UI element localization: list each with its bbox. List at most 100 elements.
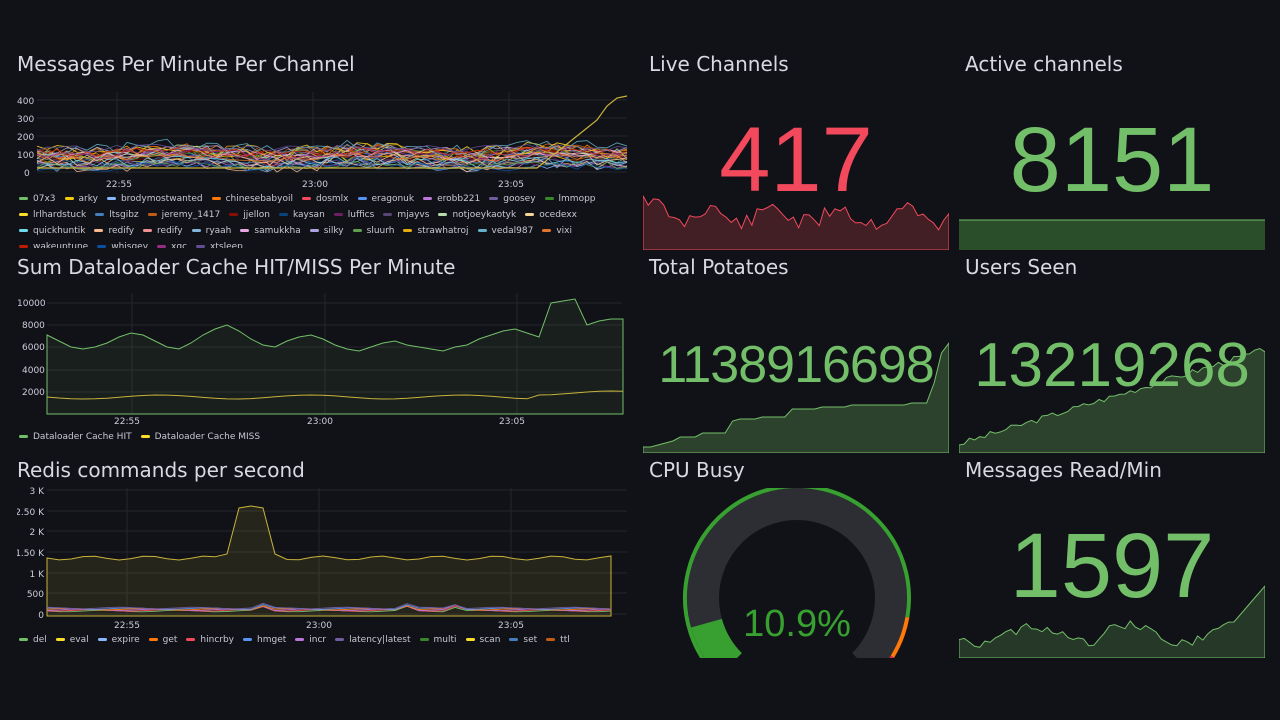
legend-item[interactable]: samukkha xyxy=(240,223,301,239)
legend-swatch xyxy=(477,229,487,232)
legend-swatch xyxy=(140,435,150,438)
legend-label: hmget xyxy=(257,635,287,645)
legend-label: vedal987 xyxy=(491,226,534,236)
cache-hit-series xyxy=(46,298,624,415)
redis-legend[interactable]: del eval expire get hincrby hmget incr latency|… xyxy=(19,632,629,648)
active-channels-sparkline xyxy=(959,219,1265,250)
legend-item[interactable]: ltsgibz xyxy=(95,207,139,223)
legend-item[interactable]: multi xyxy=(419,632,457,648)
legend-label: wakeuptune xyxy=(33,242,89,248)
legend-item[interactable]: xqc xyxy=(157,239,187,248)
legend-label: eragonuk xyxy=(371,194,415,204)
x-tick: 23:05 xyxy=(498,621,524,631)
series-line xyxy=(46,505,612,617)
legend-item[interactable]: vixi xyxy=(542,223,572,239)
legend-swatch xyxy=(423,197,433,200)
legend-swatch xyxy=(186,638,196,641)
legend-item[interactable]: xtsleep xyxy=(196,239,243,248)
legend-swatch xyxy=(19,435,28,438)
y-tick: 200 xyxy=(17,133,34,143)
cpu-busy-panel: CPU Busy 10.9% xyxy=(643,458,949,658)
panel-title: Active channels xyxy=(965,52,1123,76)
legend-item[interactable]: eragonuk xyxy=(357,191,415,207)
legend-item[interactable]: dosmlx xyxy=(301,191,349,207)
y-tick: 6000 xyxy=(22,343,45,353)
legend-label: multi xyxy=(433,635,457,645)
legend-item[interactable]: scan xyxy=(465,632,501,648)
legend-label: kaysan xyxy=(292,210,325,220)
cache-miss-series xyxy=(46,390,624,400)
legend-swatch xyxy=(97,638,107,641)
dataloader-legend[interactable]: Dataloader Cache HIT Dataloader Cache MIS… xyxy=(19,429,629,445)
legend-item[interactable]: set xyxy=(509,632,537,648)
legend-label: get xyxy=(162,635,178,645)
legend-item[interactable]: eval xyxy=(55,632,89,648)
stat-value: 1597 xyxy=(1009,515,1215,617)
legend-item[interactable]: luffics xyxy=(333,207,374,223)
series-line xyxy=(36,138,628,158)
legend-item[interactable]: redify xyxy=(94,223,134,239)
legend-swatch xyxy=(333,213,343,216)
legend-swatch xyxy=(19,213,28,216)
legend-item[interactable]: lmmopp xyxy=(544,191,596,207)
legend-item[interactable]: quickhuntik xyxy=(19,223,85,239)
legend-label: quickhuntik xyxy=(33,226,86,236)
legend-item[interactable]: 07x3 xyxy=(19,191,56,207)
messages-legend[interactable]: 07x3 arky brodymostwanted chinesebabyoil dos… xyxy=(19,191,629,248)
legend-item[interactable]: lrlhardstuck xyxy=(19,207,86,223)
series-line xyxy=(36,147,628,160)
messages-chart[interactable]: 400 300 200 100 0 22:55 23:00 23:05 xyxy=(17,88,631,218)
legend-item[interactable]: sluurh xyxy=(352,223,394,239)
legend-swatch xyxy=(525,213,535,216)
legend-item[interactable]: notjoeykaotyk xyxy=(438,207,516,223)
legend-swatch xyxy=(143,229,153,232)
legend-item[interactable]: brodymostwanted xyxy=(106,191,203,207)
panel-title: CPU Busy xyxy=(649,458,745,482)
legend-label: del xyxy=(33,635,47,645)
legend-swatch xyxy=(147,213,157,216)
legend-item[interactable]: hmget xyxy=(243,632,286,648)
legend-item[interactable]: wakeuptune xyxy=(19,239,88,248)
legend-swatch xyxy=(64,197,74,200)
legend-item[interactable]: get xyxy=(148,632,178,648)
legend-swatch xyxy=(383,213,393,216)
y-tick: 10000 xyxy=(17,299,46,309)
x-tick: 23:05 xyxy=(499,417,525,427)
dataloader-chart[interactable]: 10000 8000 6000 4000 2000 22:55 23:00 23… xyxy=(17,289,631,439)
legend-item[interactable]: ryaah xyxy=(191,223,231,239)
legend-item[interactable]: kaysan xyxy=(278,207,325,223)
legend-item[interactable]: whisqey xyxy=(97,239,148,248)
legend-item[interactable]: erobb221 xyxy=(423,191,480,207)
legend-item[interactable]: jjellon xyxy=(229,207,270,223)
legend-item[interactable]: goosey xyxy=(489,191,536,207)
legend-label: samukkha xyxy=(254,226,301,236)
legend-swatch xyxy=(55,638,65,641)
legend-label: scan xyxy=(479,635,501,645)
legend-item[interactable]: expire xyxy=(97,632,140,648)
legend-item[interactable]: ocedexx xyxy=(525,207,577,223)
legend-item[interactable]: redify xyxy=(143,223,183,239)
legend-item[interactable]: Dataloader Cache HIT xyxy=(19,429,132,445)
legend-label: erobb221 xyxy=(437,194,481,204)
y-tick: 0 xyxy=(24,169,30,179)
legend-item[interactable]: Dataloader Cache MISS xyxy=(140,429,260,445)
legend-item[interactable]: strawhatroj xyxy=(403,223,469,239)
legend-item[interactable]: arky xyxy=(64,191,98,207)
legend-label: chinesebabyoil xyxy=(225,194,293,204)
legend-item[interactable]: del xyxy=(19,632,47,648)
redis-chart[interactable]: 3 K 2.50 K 2 K 1.50 K 1 K 500 0 22:55 23… xyxy=(17,484,631,649)
total-potatoes-panel: Total Potatoes 1138916698 xyxy=(643,255,949,453)
legend-item[interactable]: mjayvs xyxy=(383,207,429,223)
legend-label: set xyxy=(523,635,538,645)
legend-item[interactable]: chinesebabyoil xyxy=(211,191,293,207)
legend-label: ocedexx xyxy=(539,210,577,220)
y-tick: 2.50 K xyxy=(17,508,45,518)
legend-label: 07x3 xyxy=(33,194,56,204)
legend-item[interactable]: vedal987 xyxy=(477,223,534,239)
legend-item[interactable]: latency|latest xyxy=(335,632,411,648)
legend-item[interactable]: silky xyxy=(309,223,344,239)
legend-item[interactable]: jeremy_1417 xyxy=(147,207,220,223)
legend-item[interactable]: ttl xyxy=(546,632,570,648)
legend-item[interactable]: incr xyxy=(295,632,326,648)
legend-item[interactable]: hincrby xyxy=(186,632,234,648)
